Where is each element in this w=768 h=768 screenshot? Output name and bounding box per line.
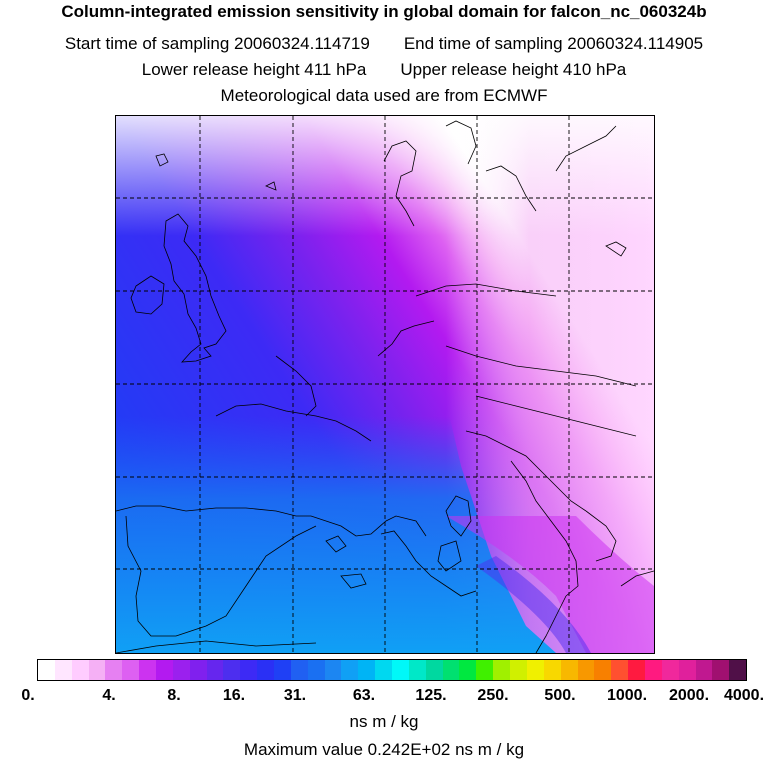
colorbar-segment [408, 660, 426, 680]
coastlines [116, 120, 654, 653]
sensitivity-map [116, 116, 654, 653]
colorbar-segment [274, 660, 291, 680]
colorbar [37, 659, 747, 681]
colorbar-segment [358, 660, 376, 680]
units-label: ns m / kg [349, 712, 419, 731]
colorbar-segment [223, 660, 241, 680]
met-data-label: Meteorological data used are from ECMWF [220, 86, 548, 105]
sampling-times-line: Start time of sampling 20060324.114719 En… [0, 34, 768, 54]
colorbar-segment [560, 660, 578, 680]
colorbar-segment [139, 660, 157, 680]
colorbar-tick-label: 4. [102, 687, 116, 704]
end-time-label: End time of sampling 20060324.114905 [403, 34, 704, 53]
colorbar-segment [88, 660, 106, 680]
colorbar-segment [577, 660, 595, 680]
colorbar-tick-label: 63. [352, 687, 376, 704]
colorbar-tick-label: 31. [283, 687, 307, 704]
colorbar-segment [644, 660, 662, 680]
colorbar-segment [729, 660, 747, 680]
colorbar-segment [38, 660, 55, 680]
graticule [116, 116, 654, 653]
colorbar-segment [206, 660, 224, 680]
colorbar-segment [156, 660, 173, 680]
colorbar-segment [611, 660, 629, 680]
colorbar-segment [493, 660, 511, 680]
colorbar-segment [459, 660, 477, 680]
colorbar-segment [594, 660, 612, 680]
colorbar-segment [172, 660, 190, 680]
colorbar-segment [324, 660, 342, 680]
lower-release-label: Lower release height 411 hPa [141, 60, 367, 79]
colorbar-segment [375, 660, 393, 680]
colorbar-tick-label: 250. [477, 687, 509, 704]
release-heights-line: Lower release height 411 hPa Upper releas… [0, 60, 768, 80]
colorbar-segment [189, 660, 207, 680]
colorbar-tick-label: 1000. [606, 687, 648, 704]
colorbar-segment [341, 660, 359, 680]
colorbar-segment [392, 660, 409, 680]
colorbar-segment [678, 660, 696, 680]
colorbar-segment [526, 660, 544, 680]
colorbar-segment [71, 660, 89, 680]
upper-release-label: Upper release height 410 hPa [400, 60, 627, 79]
colorbar-tick-label: 125. [415, 687, 447, 704]
colorbar-segment [442, 660, 460, 680]
colorbar-segment [510, 660, 527, 680]
colorbar-tick-label: 500. [544, 687, 576, 704]
colorbar-segment [290, 660, 308, 680]
colorbar-tick-label: 0. [21, 687, 35, 704]
colorbar-segment [543, 660, 561, 680]
colorbar-tick-label: 2000. [668, 687, 710, 704]
colorbar-segment [122, 660, 140, 680]
colorbar-segment [307, 660, 325, 680]
colorbar-segment [257, 660, 275, 680]
colorbar-tick-label: 4000. [723, 687, 765, 704]
map-panel [115, 115, 655, 654]
colorbar-segment [54, 660, 72, 680]
colorbar-segment [628, 660, 645, 680]
colorbar-segment [695, 660, 713, 680]
colorbar-segment [105, 660, 123, 680]
colorbar-segment [476, 660, 494, 680]
max-value-label: Maximum value 0.242E+02 ns m / kg [243, 740, 525, 759]
plot-title: Column-integrated emission sensitivity i… [61, 2, 707, 21]
colorbar-segment [712, 660, 730, 680]
colorbar-tick-label: 16. [222, 687, 246, 704]
colorbar-segment [661, 660, 679, 680]
start-time-label: Start time of sampling 20060324.114719 [64, 34, 370, 53]
colorbar-segment [425, 660, 443, 680]
colorbar-segment [240, 660, 258, 680]
colorbar-tick-label: 8. [167, 687, 181, 704]
